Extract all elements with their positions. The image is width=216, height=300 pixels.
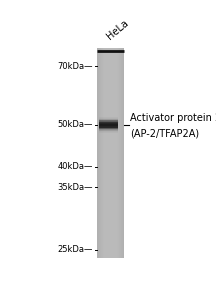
Text: (AP-2/TFAP2A): (AP-2/TFAP2A) bbox=[130, 128, 199, 138]
Bar bbox=[99, 128, 118, 129]
Bar bbox=[99, 125, 118, 127]
Bar bbox=[123, 47, 124, 258]
Bar bbox=[106, 47, 107, 258]
Bar bbox=[99, 118, 118, 120]
Bar bbox=[99, 117, 118, 119]
Bar bbox=[99, 124, 118, 125]
Bar bbox=[121, 47, 122, 258]
Bar bbox=[116, 47, 117, 258]
Bar bbox=[99, 124, 118, 126]
Bar bbox=[102, 47, 103, 258]
Bar bbox=[99, 120, 118, 122]
Bar bbox=[99, 118, 118, 119]
Bar bbox=[99, 132, 118, 133]
Bar bbox=[118, 47, 119, 258]
Bar bbox=[99, 117, 118, 118]
Bar bbox=[99, 126, 118, 128]
Bar bbox=[99, 119, 118, 121]
Text: 25kDa—: 25kDa— bbox=[58, 245, 93, 254]
Bar bbox=[113, 47, 114, 258]
Bar bbox=[99, 127, 118, 128]
Bar bbox=[99, 120, 118, 121]
Text: Activator protein 2: Activator protein 2 bbox=[130, 112, 216, 123]
Bar bbox=[114, 47, 115, 258]
Bar bbox=[99, 122, 118, 124]
Bar bbox=[99, 125, 118, 126]
Bar bbox=[99, 122, 118, 123]
Text: 40kDa—: 40kDa— bbox=[58, 162, 93, 171]
Bar bbox=[119, 47, 120, 258]
Bar bbox=[122, 47, 123, 258]
Text: 70kDa—: 70kDa— bbox=[58, 62, 93, 71]
Text: 35kDa—: 35kDa— bbox=[58, 183, 93, 192]
Bar bbox=[100, 47, 101, 258]
Bar bbox=[98, 47, 99, 258]
Bar bbox=[99, 131, 118, 133]
Bar bbox=[99, 123, 118, 124]
Bar bbox=[112, 47, 113, 258]
Bar bbox=[111, 47, 112, 258]
Bar bbox=[104, 47, 105, 258]
Text: HeLa: HeLa bbox=[105, 18, 131, 42]
Bar bbox=[110, 47, 111, 258]
Bar bbox=[109, 47, 110, 258]
Bar bbox=[120, 47, 121, 258]
Bar bbox=[99, 130, 118, 132]
Text: 50kDa—: 50kDa— bbox=[58, 120, 93, 129]
Bar bbox=[99, 121, 118, 122]
Bar bbox=[117, 47, 118, 258]
Bar bbox=[117, 47, 118, 258]
Bar bbox=[97, 47, 98, 258]
Bar bbox=[99, 130, 118, 131]
Bar bbox=[108, 47, 109, 258]
Bar bbox=[99, 129, 118, 131]
Bar bbox=[107, 47, 108, 258]
Bar bbox=[99, 128, 118, 129]
Bar bbox=[99, 129, 118, 130]
Bar bbox=[101, 47, 102, 258]
Bar bbox=[99, 47, 100, 258]
Bar bbox=[105, 47, 106, 258]
Bar bbox=[115, 47, 116, 258]
Bar bbox=[103, 47, 104, 258]
Bar bbox=[97, 47, 124, 258]
